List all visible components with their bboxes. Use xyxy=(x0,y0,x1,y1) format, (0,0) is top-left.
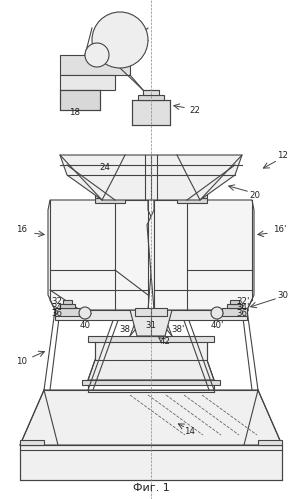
Circle shape xyxy=(211,307,223,319)
Polygon shape xyxy=(20,440,44,445)
Polygon shape xyxy=(227,304,242,308)
Polygon shape xyxy=(20,390,282,445)
Polygon shape xyxy=(95,340,207,360)
Text: 42: 42 xyxy=(159,337,171,346)
Polygon shape xyxy=(63,300,72,304)
Text: 12: 12 xyxy=(278,151,288,160)
Circle shape xyxy=(92,12,148,68)
Polygon shape xyxy=(130,310,172,336)
Text: 31: 31 xyxy=(146,320,156,329)
Text: 38': 38' xyxy=(171,325,185,334)
Text: 22: 22 xyxy=(189,105,201,114)
Polygon shape xyxy=(60,155,242,200)
Text: 14: 14 xyxy=(185,428,195,437)
Polygon shape xyxy=(60,304,75,308)
Text: 16: 16 xyxy=(17,226,27,235)
Polygon shape xyxy=(55,310,247,320)
Polygon shape xyxy=(95,194,125,198)
Polygon shape xyxy=(132,100,170,125)
Text: 10: 10 xyxy=(17,357,27,366)
Text: 38: 38 xyxy=(120,325,130,334)
Text: 40': 40' xyxy=(210,320,224,329)
Text: 40: 40 xyxy=(79,320,91,329)
Polygon shape xyxy=(135,308,167,316)
Text: 36': 36' xyxy=(236,309,250,318)
Polygon shape xyxy=(82,380,220,385)
Polygon shape xyxy=(20,445,282,480)
Polygon shape xyxy=(48,200,155,310)
Polygon shape xyxy=(258,440,282,445)
Polygon shape xyxy=(60,90,100,110)
Text: 20: 20 xyxy=(249,191,261,200)
Polygon shape xyxy=(88,336,214,342)
Polygon shape xyxy=(143,90,159,95)
Polygon shape xyxy=(55,308,80,316)
Text: 24: 24 xyxy=(99,164,111,173)
Text: 30: 30 xyxy=(278,290,288,299)
Text: 32: 32 xyxy=(52,296,63,305)
Text: Фиг. 1: Фиг. 1 xyxy=(133,483,169,493)
Polygon shape xyxy=(60,55,130,75)
Text: 34': 34' xyxy=(236,302,250,311)
Text: 34: 34 xyxy=(52,302,63,311)
Polygon shape xyxy=(222,308,247,316)
Polygon shape xyxy=(147,200,254,310)
Circle shape xyxy=(79,307,91,319)
Polygon shape xyxy=(60,75,115,90)
Circle shape xyxy=(85,43,109,67)
Polygon shape xyxy=(138,95,164,100)
Polygon shape xyxy=(177,198,207,203)
Polygon shape xyxy=(88,360,214,380)
Text: 16': 16' xyxy=(273,226,287,235)
Text: 32': 32' xyxy=(236,296,250,305)
Polygon shape xyxy=(230,300,239,304)
Polygon shape xyxy=(95,198,125,203)
Text: 18: 18 xyxy=(69,107,81,116)
Polygon shape xyxy=(177,194,207,198)
Text: 36: 36 xyxy=(52,309,63,318)
